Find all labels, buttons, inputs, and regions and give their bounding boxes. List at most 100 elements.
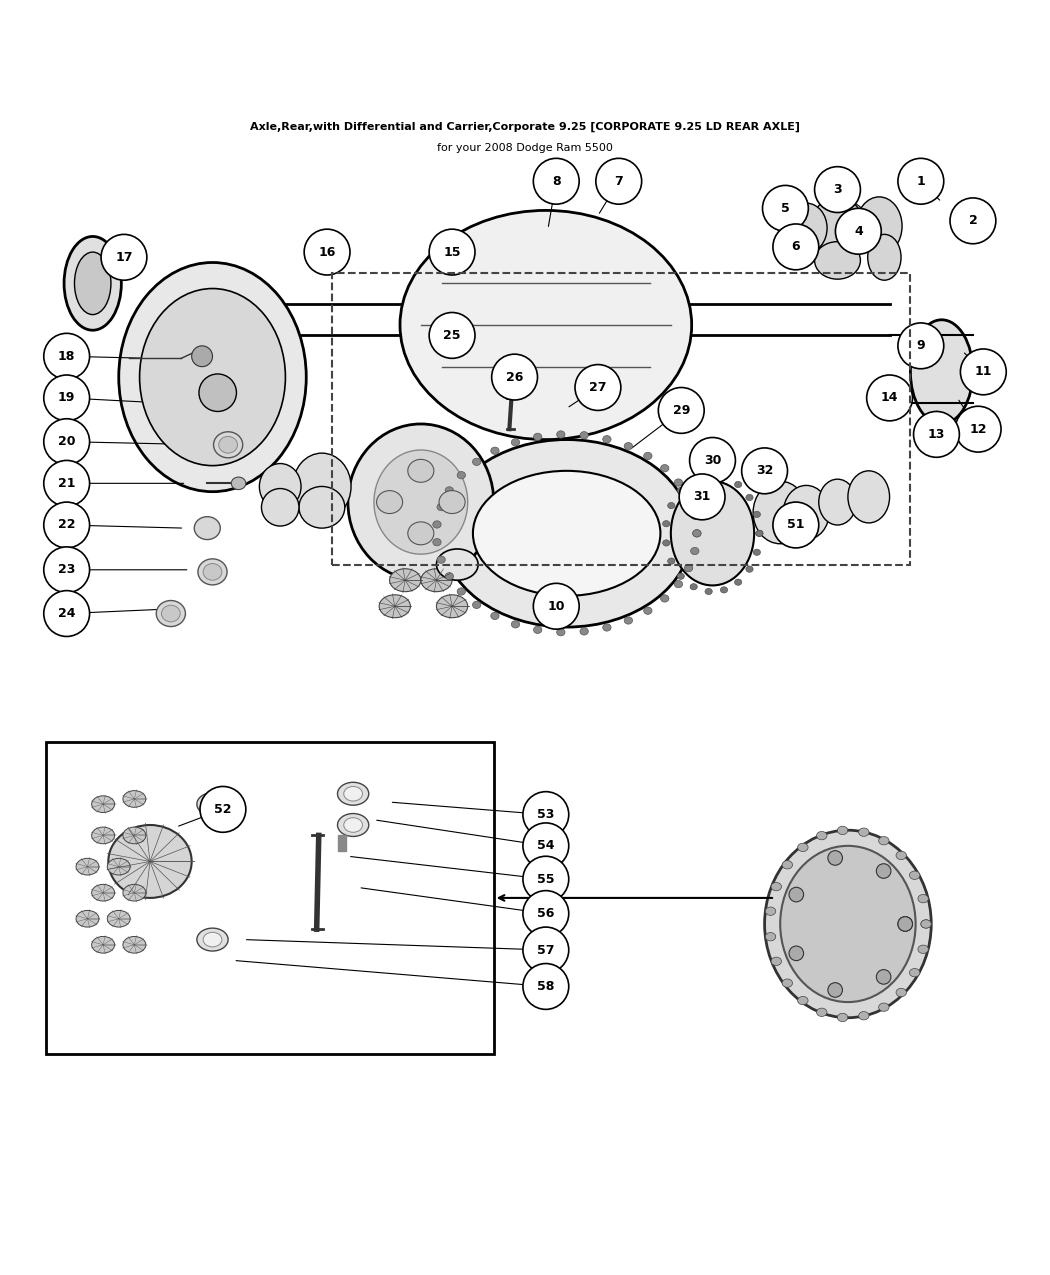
Circle shape: [898, 323, 944, 368]
Ellipse shape: [771, 958, 781, 965]
Circle shape: [914, 412, 960, 458]
Ellipse shape: [556, 431, 565, 439]
Bar: [46, 742, 494, 1054]
Circle shape: [44, 502, 89, 548]
Ellipse shape: [91, 936, 114, 954]
Ellipse shape: [879, 1003, 889, 1011]
Ellipse shape: [674, 580, 682, 588]
Ellipse shape: [783, 486, 830, 539]
Ellipse shape: [76, 910, 99, 927]
Ellipse shape: [624, 442, 632, 450]
Text: 51: 51: [788, 519, 804, 532]
Ellipse shape: [439, 491, 465, 514]
Text: 25: 25: [443, 329, 461, 342]
Ellipse shape: [603, 623, 611, 631]
Ellipse shape: [720, 586, 728, 593]
Circle shape: [523, 927, 569, 973]
Ellipse shape: [421, 569, 453, 592]
Text: for your 2008 Dodge Ram 5500: for your 2008 Dodge Ram 5500: [437, 143, 613, 153]
Ellipse shape: [671, 481, 754, 585]
Ellipse shape: [533, 434, 542, 440]
Ellipse shape: [75, 252, 111, 315]
Ellipse shape: [817, 1009, 827, 1016]
Circle shape: [815, 167, 860, 213]
Ellipse shape: [437, 504, 445, 511]
Ellipse shape: [76, 858, 99, 875]
Text: 12: 12: [969, 423, 987, 436]
Text: 18: 18: [58, 349, 76, 363]
Ellipse shape: [203, 797, 222, 811]
Circle shape: [595, 158, 642, 204]
Ellipse shape: [445, 572, 454, 580]
Text: 27: 27: [589, 381, 607, 394]
Text: 53: 53: [538, 808, 554, 821]
Bar: [332, 273, 910, 565]
Ellipse shape: [705, 588, 712, 594]
Text: Axle,Rear,with Differential and Carrier,Corporate 9.25 [CORPORATE 9.25 LD REAR A: Axle,Rear,with Differential and Carrier,…: [250, 122, 800, 133]
Ellipse shape: [879, 836, 889, 845]
Text: 8: 8: [552, 175, 561, 187]
Ellipse shape: [746, 566, 753, 572]
Circle shape: [773, 224, 819, 270]
Ellipse shape: [556, 629, 565, 636]
Ellipse shape: [299, 487, 344, 528]
Ellipse shape: [123, 936, 146, 954]
Circle shape: [523, 964, 569, 1010]
Ellipse shape: [690, 477, 697, 483]
Text: 20: 20: [58, 435, 76, 449]
Ellipse shape: [746, 495, 753, 501]
Text: 14: 14: [881, 391, 899, 404]
Ellipse shape: [379, 595, 411, 617]
Circle shape: [523, 792, 569, 838]
Circle shape: [877, 863, 891, 878]
Ellipse shape: [677, 574, 685, 579]
Ellipse shape: [819, 479, 856, 525]
Ellipse shape: [896, 988, 906, 997]
Ellipse shape: [798, 996, 808, 1005]
Text: 26: 26: [506, 371, 523, 384]
Ellipse shape: [377, 491, 402, 514]
Text: 21: 21: [58, 477, 76, 490]
Text: 16: 16: [318, 246, 336, 259]
Text: 23: 23: [58, 564, 76, 576]
Polygon shape: [337, 835, 345, 850]
Ellipse shape: [720, 473, 728, 479]
Circle shape: [304, 230, 350, 275]
Ellipse shape: [194, 516, 220, 539]
Ellipse shape: [107, 858, 130, 875]
Text: 54: 54: [538, 839, 554, 852]
Ellipse shape: [472, 602, 481, 608]
Circle shape: [44, 590, 89, 636]
Circle shape: [523, 891, 569, 936]
Ellipse shape: [490, 448, 499, 454]
Ellipse shape: [197, 558, 227, 585]
Circle shape: [877, 969, 891, 984]
Ellipse shape: [753, 481, 807, 543]
Text: 57: 57: [538, 944, 554, 956]
Text: 24: 24: [58, 607, 76, 620]
Circle shape: [533, 158, 580, 204]
Ellipse shape: [909, 969, 920, 977]
Ellipse shape: [533, 626, 542, 634]
Circle shape: [101, 235, 147, 280]
Ellipse shape: [123, 790, 146, 807]
Ellipse shape: [580, 627, 588, 635]
Circle shape: [690, 437, 735, 483]
Ellipse shape: [91, 885, 114, 901]
Text: 30: 30: [704, 454, 721, 467]
Ellipse shape: [765, 907, 776, 915]
Ellipse shape: [511, 439, 520, 446]
Ellipse shape: [490, 612, 499, 620]
Text: 55: 55: [538, 872, 554, 886]
Ellipse shape: [921, 919, 931, 928]
Text: 9: 9: [917, 339, 925, 352]
Ellipse shape: [848, 470, 889, 523]
Ellipse shape: [660, 595, 669, 602]
Circle shape: [789, 887, 803, 901]
Text: 10: 10: [547, 599, 565, 613]
Circle shape: [44, 375, 89, 421]
Ellipse shape: [644, 607, 652, 615]
Circle shape: [523, 822, 569, 868]
Text: 3: 3: [834, 184, 842, 196]
Ellipse shape: [400, 210, 692, 440]
